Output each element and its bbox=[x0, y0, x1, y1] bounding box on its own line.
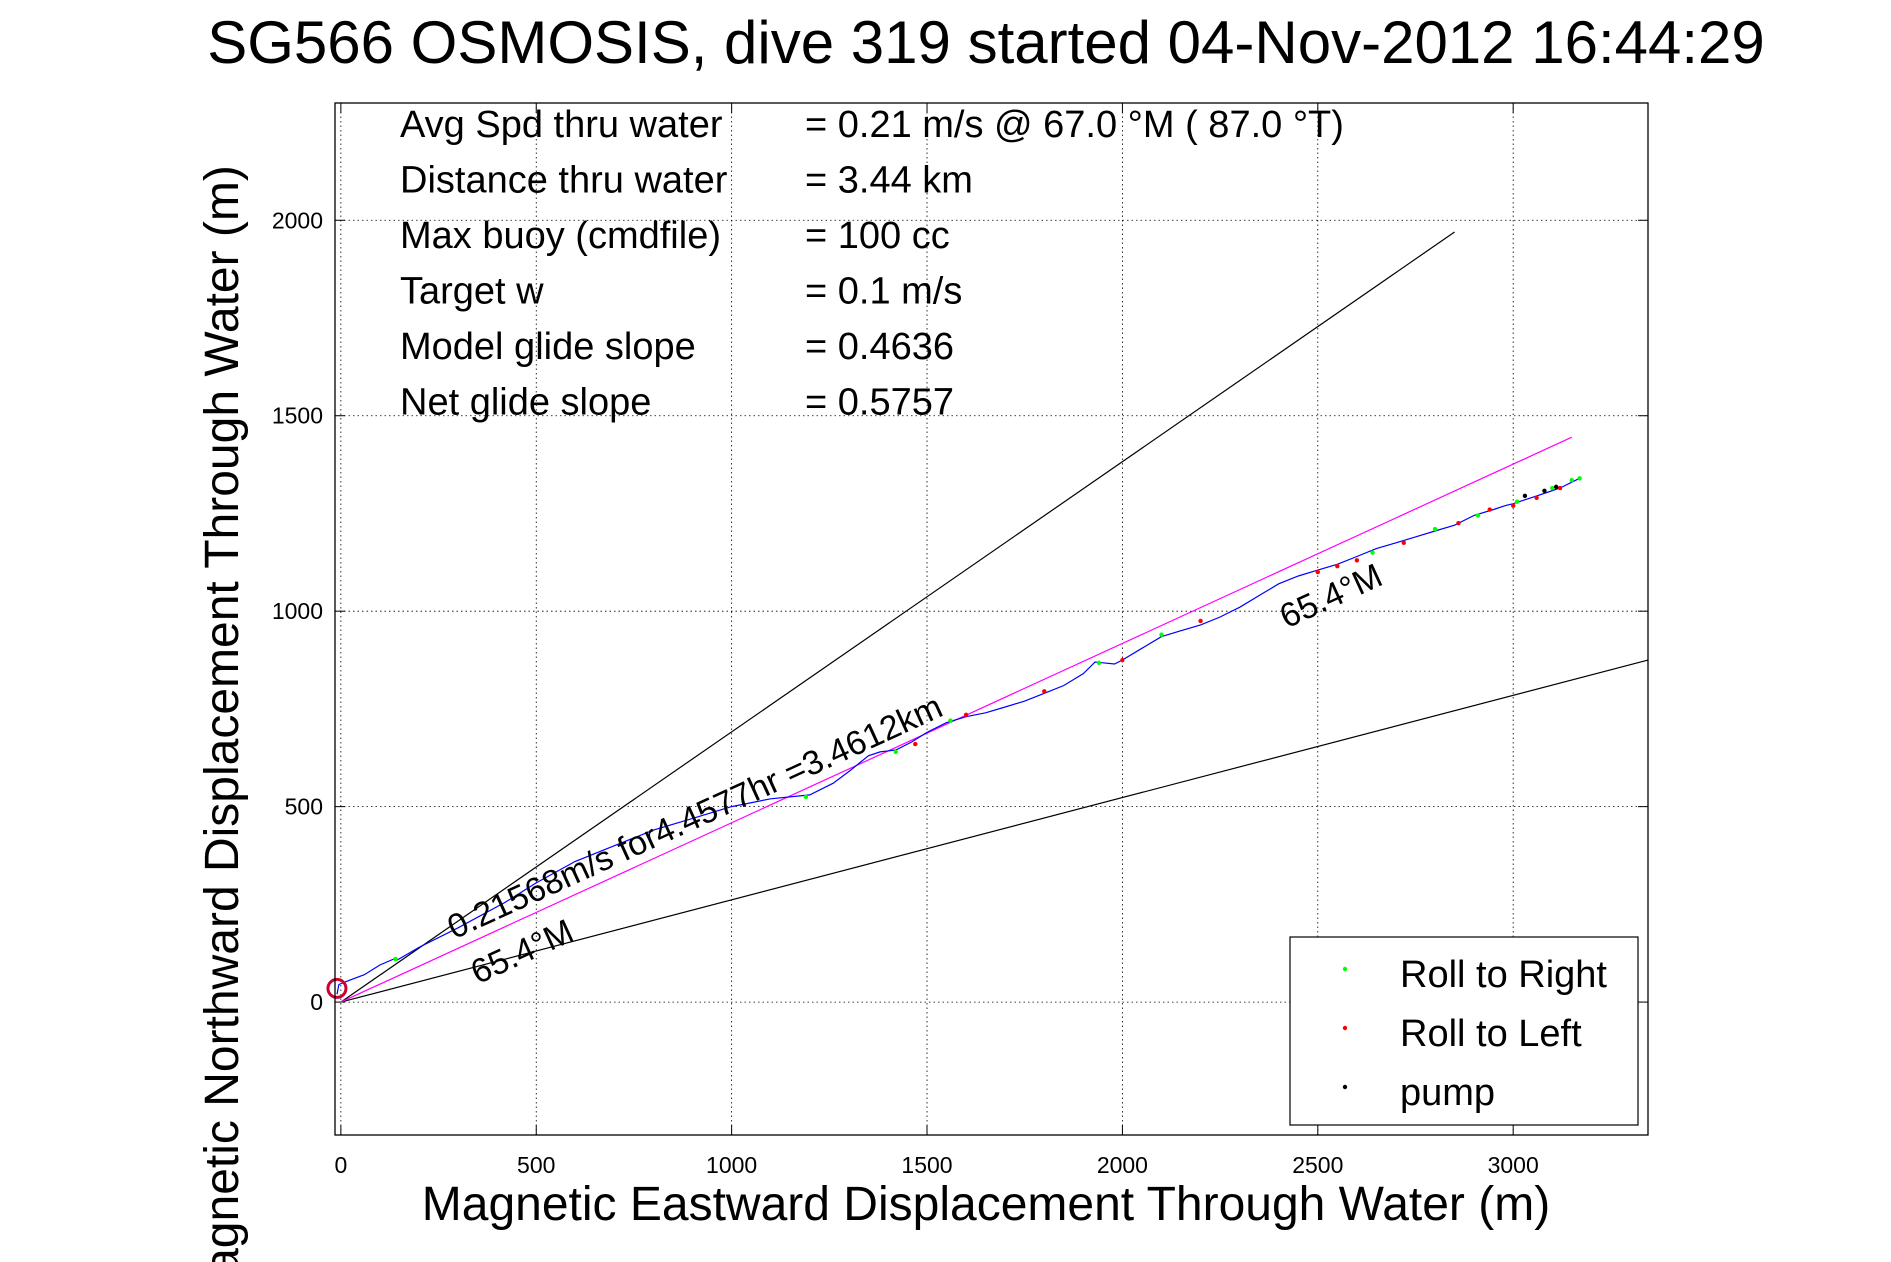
info-label: Model glide slope bbox=[400, 326, 696, 368]
reference-line bbox=[340, 231, 1455, 1003]
data-point bbox=[1522, 493, 1528, 499]
y-tick-label: 1000 bbox=[272, 598, 323, 624]
x-tick-label: 3000 bbox=[1488, 1152, 1539, 1178]
plot-area: 0 500 1000 1500 2000 2500 3000 0 500 1000 1500 2000… bbox=[272, 103, 1649, 1178]
x-tick-label: 2500 bbox=[1292, 1152, 1343, 1178]
data-point bbox=[1577, 476, 1582, 481]
data-point bbox=[1487, 507, 1492, 512]
chart-title: SG566 OSMOSIS, dive 319 started 04-Nov-2… bbox=[207, 9, 1765, 76]
info-label: Target w bbox=[400, 271, 544, 313]
data-point bbox=[1354, 558, 1360, 563]
data-point bbox=[963, 712, 969, 717]
data-point bbox=[1553, 484, 1559, 490]
data-point bbox=[1514, 499, 1520, 504]
annotation: 0.21568m/s for4.4577hr =3.4612km bbox=[442, 688, 948, 947]
data-point bbox=[1432, 526, 1438, 532]
y-tick-label: 2000 bbox=[272, 207, 323, 233]
data-point bbox=[803, 794, 809, 800]
data-point bbox=[1120, 657, 1125, 663]
data-point bbox=[1198, 618, 1203, 624]
x-tick-label: 0 bbox=[334, 1152, 347, 1178]
legend-box bbox=[1289, 936, 1639, 1126]
data-point bbox=[1335, 564, 1340, 569]
data-point bbox=[1550, 485, 1555, 491]
info-value: = 0.5757 bbox=[805, 382, 954, 424]
start-marker bbox=[326, 977, 348, 999]
plot-frame bbox=[334, 102, 1649, 1136]
data-point bbox=[393, 956, 398, 962]
x-tick-label: 2000 bbox=[1097, 1152, 1148, 1178]
y-tick-label: 0 bbox=[310, 989, 323, 1015]
data-point bbox=[1569, 478, 1574, 483]
legend-marker bbox=[1342, 1084, 1348, 1090]
data-point bbox=[1534, 495, 1539, 501]
x-tick-label: 1500 bbox=[901, 1152, 952, 1178]
reference-line bbox=[340, 659, 1649, 1003]
legend-label: Roll to Left bbox=[1400, 1013, 1582, 1055]
info-label: Avg Spd thru water bbox=[400, 104, 723, 146]
info-label: Max buoy (cmdfile) bbox=[400, 215, 721, 257]
info-label: Distance thru water bbox=[400, 160, 728, 202]
data-point bbox=[1557, 485, 1563, 491]
legend-label: Roll to Right bbox=[1400, 954, 1607, 996]
x-tick-label: 500 bbox=[517, 1152, 555, 1178]
data-point bbox=[1042, 689, 1047, 694]
info-value: = 0.4636 bbox=[805, 326, 954, 368]
data-point bbox=[1510, 503, 1516, 508]
data-point bbox=[1456, 521, 1461, 526]
x-axis-label: Magnetic Eastward Displacement Through W… bbox=[422, 1178, 1550, 1231]
info-value: = 3.44 km bbox=[805, 160, 973, 202]
data-point bbox=[1159, 632, 1164, 637]
data-point bbox=[1315, 569, 1320, 575]
data-point bbox=[893, 749, 898, 755]
info-label: Net glide slope bbox=[400, 382, 651, 424]
legend: Roll to Right Roll to Left pump bbox=[1289, 936, 1639, 1126]
x-tick-label: 1000 bbox=[706, 1152, 757, 1178]
legend-marker bbox=[1342, 966, 1348, 972]
data-point bbox=[1475, 513, 1481, 518]
legend-label: pump bbox=[1400, 1072, 1495, 1114]
dive-track-line bbox=[336, 477, 1580, 995]
annotation: 65.4°M bbox=[1274, 557, 1388, 637]
info-value: = 100 cc bbox=[805, 215, 950, 257]
data-point bbox=[1096, 660, 1102, 665]
y-axis-label: Magnetic Northward Displacement Through … bbox=[196, 165, 249, 1262]
info-value: = 0.1 m/s bbox=[805, 271, 962, 313]
data-point bbox=[1542, 488, 1547, 493]
y-tick-label: 1500 bbox=[272, 403, 323, 429]
data-point bbox=[948, 718, 953, 723]
data-point bbox=[1401, 540, 1406, 545]
y-tick-label: 500 bbox=[285, 794, 323, 820]
info-value: = 0.21 m/s @ 67.0 °M ( 87.0 °T) bbox=[805, 104, 1344, 146]
legend-marker bbox=[1342, 1025, 1348, 1031]
data-point bbox=[1370, 550, 1375, 555]
data-point bbox=[913, 741, 918, 747]
